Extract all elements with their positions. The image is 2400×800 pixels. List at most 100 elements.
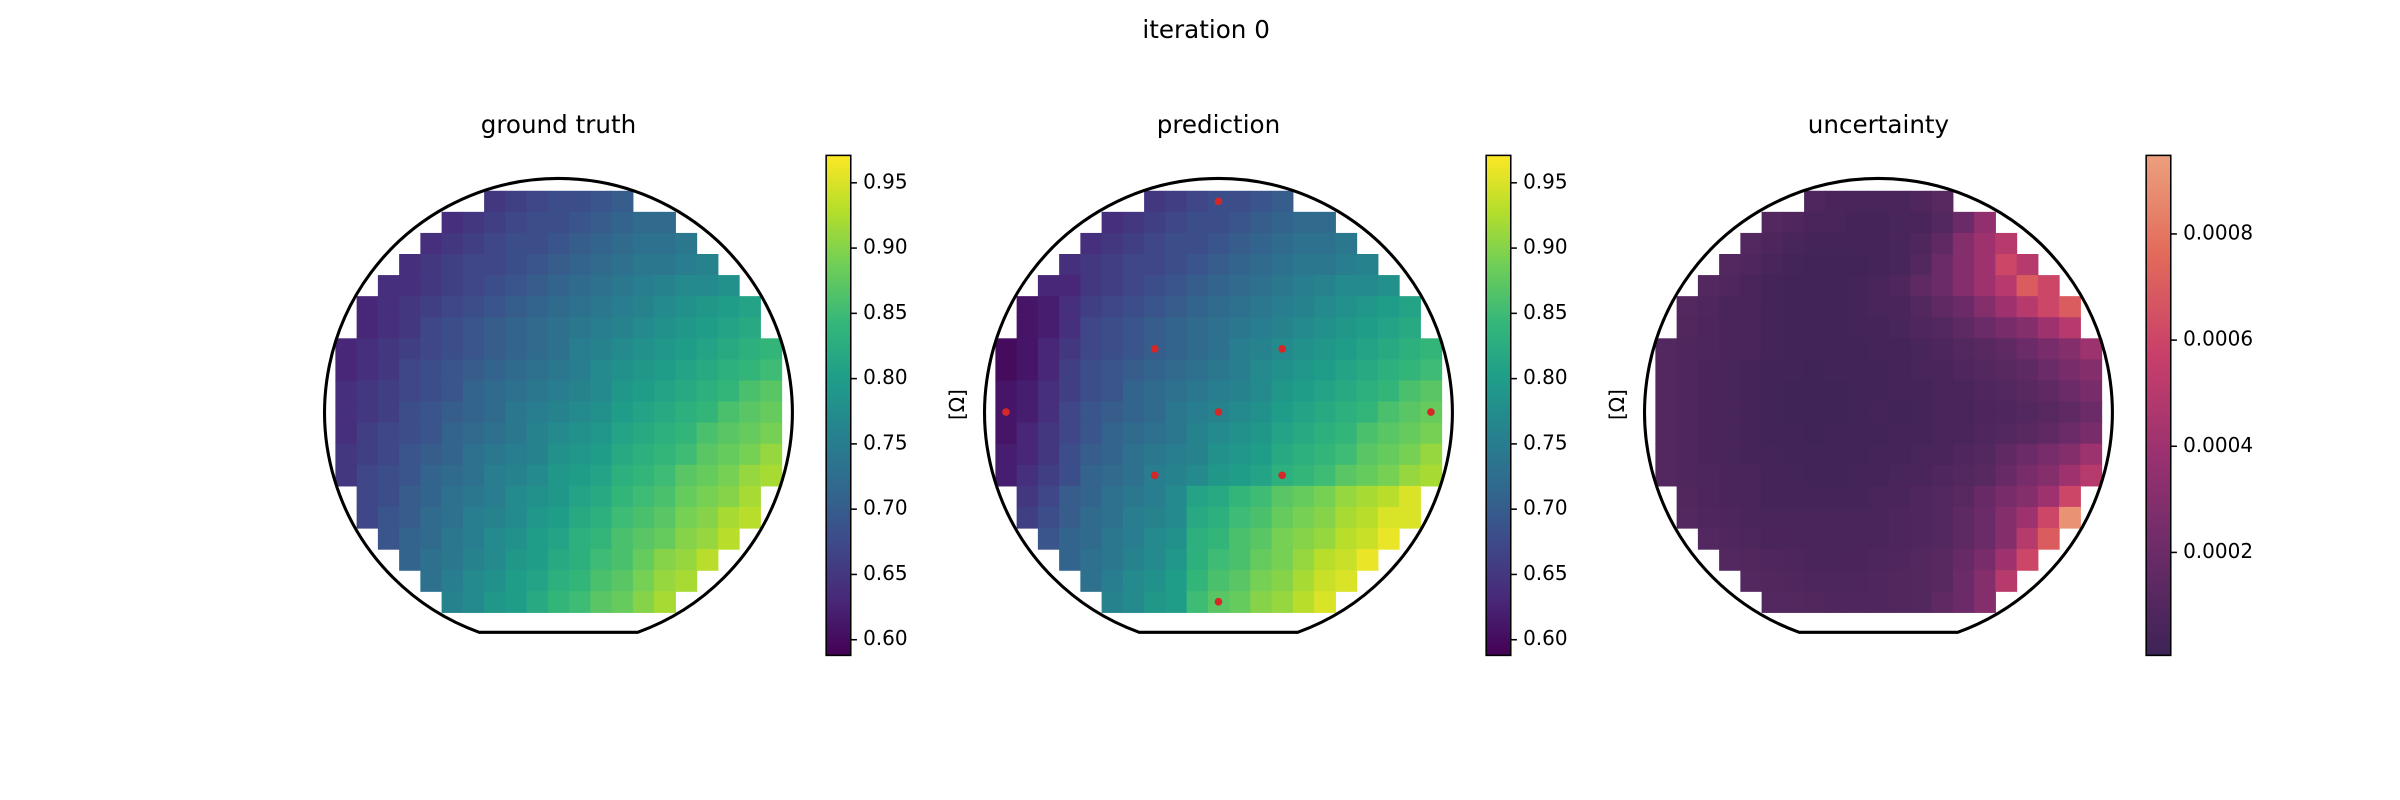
heatmap-cell <box>462 275 485 297</box>
heatmap-cell <box>547 296 570 318</box>
heatmap-cell <box>611 296 634 318</box>
heatmap-cell <box>590 422 613 445</box>
heatmap-cell <box>1144 401 1166 424</box>
heatmap-cell <box>2037 422 2060 445</box>
heatmap-cell <box>1122 380 1145 403</box>
heatmap-cell <box>377 275 400 297</box>
heatmap-cell <box>1804 211 1826 234</box>
heatmap-cell <box>1910 528 1933 550</box>
heatmap-cell <box>1910 485 1933 508</box>
heatmap-cell <box>2016 506 2039 529</box>
heatmap-cell <box>696 549 719 571</box>
heatmap-cell <box>1889 338 1911 360</box>
colorbar <box>2145 154 2172 657</box>
heatmap-cell <box>441 338 464 360</box>
heatmap-cell <box>399 422 421 445</box>
heatmap-cell <box>484 275 506 297</box>
heatmap-cell <box>1995 485 2018 508</box>
heatmap-cell <box>547 443 570 466</box>
heatmap-cell <box>1719 485 1741 508</box>
heatmap-cell <box>1782 443 1805 466</box>
heatmap-cell <box>611 506 634 529</box>
heatmap-cell <box>1356 464 1379 487</box>
heatmap-cell <box>1655 401 1678 424</box>
heatmap-cell <box>1719 528 1741 550</box>
heatmap-cell <box>1165 549 1188 571</box>
measurement-point <box>1214 197 1223 206</box>
heatmap-cell <box>1016 401 1039 424</box>
heatmap-cell <box>335 464 358 487</box>
heatmap-cell <box>1761 359 1784 382</box>
heatmap-cell <box>505 254 528 276</box>
heatmap-cell <box>1271 591 1294 613</box>
colorbar-tick-label: 0.0002 <box>2183 539 2253 563</box>
heatmap-cell <box>1825 549 1848 571</box>
heatmap-cell <box>335 359 358 382</box>
heatmap-cell <box>569 570 591 592</box>
colorbar-tick-label: 0.80 <box>1523 365 1568 389</box>
heatmap-cell <box>1995 401 2018 424</box>
heatmap-cell <box>1356 317 1379 339</box>
heatmap-cell <box>1889 591 1911 613</box>
heatmap-cell <box>1846 401 1869 424</box>
heatmap-cell <box>1229 591 1251 613</box>
heatmap-cell <box>675 506 698 529</box>
heatmap-cell <box>1825 591 1848 613</box>
heatmap-cell <box>2059 422 2081 445</box>
heatmap-cell <box>1207 317 1230 339</box>
heatmap-cell <box>1676 485 1699 508</box>
heatmap-cell <box>1420 338 1443 360</box>
heatmap-cell <box>1080 338 1103 360</box>
heatmap-cell <box>632 338 655 360</box>
heatmap-cell <box>1825 380 1848 403</box>
heatmap-cell <box>1974 254 1996 276</box>
heatmap-cell <box>377 485 400 508</box>
heatmap-cell <box>1761 464 1784 487</box>
heatmap-cell <box>1122 591 1145 613</box>
panel-title: prediction <box>1157 110 1280 139</box>
measurement-point <box>1150 345 1159 353</box>
heatmap-cell <box>1420 464 1443 487</box>
heatmap-cell <box>526 232 549 255</box>
heatmap-cell <box>399 254 421 276</box>
heatmap-cell <box>505 549 528 571</box>
heatmap-cell <box>441 591 464 613</box>
heatmap-cell <box>420 422 443 445</box>
heatmap-cell <box>1782 528 1805 550</box>
wafer-outline <box>323 177 794 634</box>
heatmap-cell <box>2037 464 2060 487</box>
heatmap-cell <box>1740 443 1763 466</box>
heatmap-cell <box>1101 296 1124 318</box>
heatmap-cell <box>1080 443 1103 466</box>
heatmap-cell <box>484 443 506 466</box>
heatmap-cell <box>1846 549 1869 571</box>
heatmap-cell <box>526 401 549 424</box>
heatmap-cell <box>1719 275 1741 297</box>
heatmap-cell <box>547 528 570 550</box>
heatmap-cell <box>590 591 613 613</box>
heatmap-cell <box>1719 359 1741 382</box>
heatmap-cell <box>462 591 485 613</box>
heatmap-cell <box>1314 549 1336 571</box>
heatmap-cell <box>1229 232 1251 255</box>
heatmap-cell <box>1037 485 1060 508</box>
heatmap-cell <box>1059 528 1081 550</box>
heatmap-cell <box>1719 296 1741 318</box>
heatmap-cell <box>1059 317 1081 339</box>
heatmap-cell <box>1910 443 1933 466</box>
heatmap-cell <box>1952 464 1975 487</box>
heatmap-cell <box>1782 549 1805 571</box>
heatmap-cell <box>462 296 485 318</box>
heatmap-cell <box>1910 338 1933 360</box>
heatmap-cell <box>1101 570 1124 592</box>
heatmap-cell <box>1655 443 1678 466</box>
heatmap-cell <box>1825 485 1848 508</box>
colorbar-tick-label: 0.90 <box>1523 235 1568 259</box>
heatmap-cell <box>1804 190 1826 213</box>
heatmap-cell <box>1037 401 1060 424</box>
heatmap-cell <box>2059 443 2081 466</box>
heatmap-cell <box>505 485 528 508</box>
heatmap-cell <box>377 443 400 466</box>
heatmap-cell <box>1782 506 1805 529</box>
heatmap-cell <box>356 422 379 445</box>
